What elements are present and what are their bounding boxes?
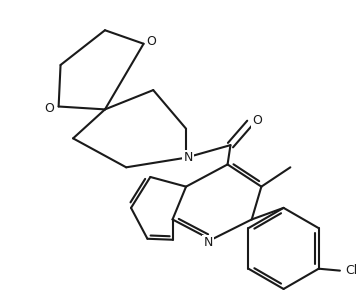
- Text: O: O: [44, 102, 54, 115]
- Text: O: O: [252, 114, 262, 127]
- Text: Cl: Cl: [345, 264, 356, 277]
- Text: N: N: [204, 236, 213, 249]
- Text: O: O: [146, 35, 156, 48]
- Text: N: N: [183, 151, 193, 164]
